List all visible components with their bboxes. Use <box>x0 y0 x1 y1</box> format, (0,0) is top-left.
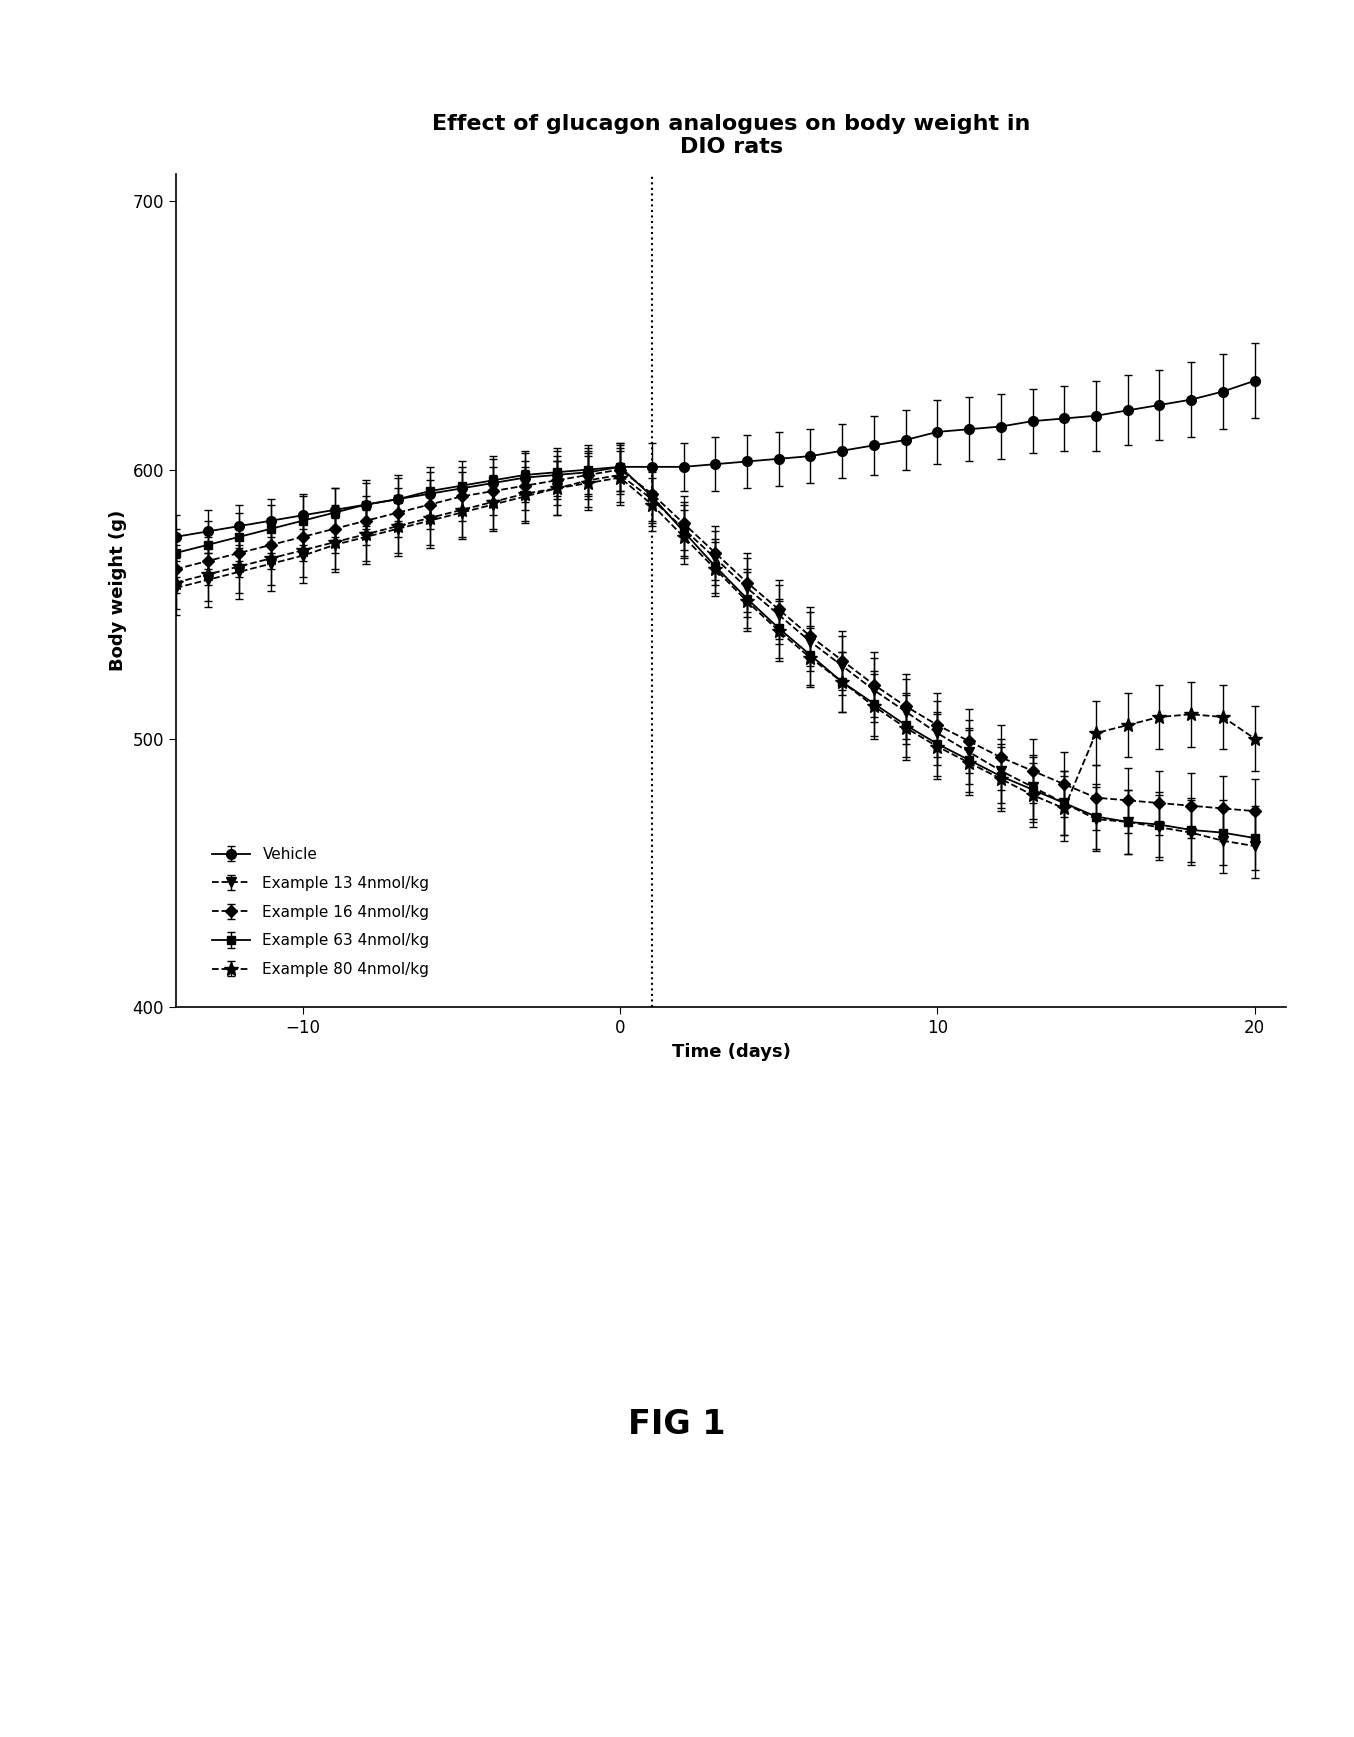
Text: FIG 1: FIG 1 <box>628 1409 726 1440</box>
X-axis label: Time (days): Time (days) <box>672 1042 791 1061</box>
Y-axis label: Body weight (g): Body weight (g) <box>110 511 127 670</box>
Title: Effect of glucagon analogues on body weight in
DIO rats: Effect of glucagon analogues on body wei… <box>432 113 1030 156</box>
Legend: Vehicle, Example 13 4nmol/kg, Example 16 4nmol/kg, Example 63 4nmol/kg, Example : Vehicle, Example 13 4nmol/kg, Example 16… <box>206 841 436 983</box>
